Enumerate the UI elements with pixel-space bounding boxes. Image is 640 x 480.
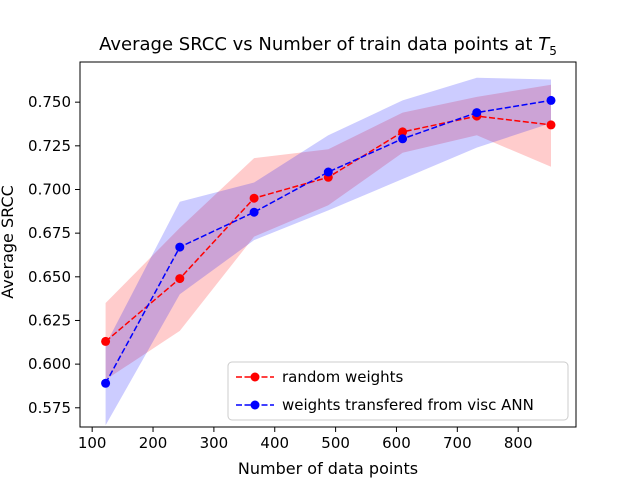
axes: 100 200 300 400 500 600 700 800 0.575 0.600 0.625 0… [28, 61, 577, 452]
series-0-point [101, 336, 111, 346]
x-axis-label: Number of data points [238, 459, 418, 478]
series-0-point [398, 127, 408, 137]
legend-label-1: weights transfered from visc ANN [282, 396, 534, 414]
x-tick-label: 700 [443, 434, 472, 452]
plot-area [101, 77, 556, 426]
legend-label-0: random weights [282, 368, 404, 386]
series-0-point [546, 120, 556, 130]
y-tick-label: 0.625 [28, 311, 71, 329]
series-1-band [105, 77, 551, 426]
legend-box [227, 361, 569, 421]
y-tick-label: 0.600 [28, 355, 71, 373]
y-tick-label: 0.650 [28, 268, 71, 286]
y-axis-label: Average SRCC [0, 185, 17, 299]
chart-title-math: T [538, 34, 551, 55]
y-tick-label: 0.575 [28, 399, 71, 417]
x-tick-label: 600 [382, 434, 411, 452]
series-0-band [105, 84, 551, 380]
chart-title: Average SRCC vs Number of train data poi… [99, 34, 557, 58]
x-tick-label: 200 [139, 434, 168, 452]
x-tick-label: 400 [260, 434, 289, 452]
series-0-point [175, 274, 185, 284]
x-tick-label: 300 [200, 434, 229, 452]
axes-frame [79, 61, 577, 428]
series-1-point [101, 378, 111, 388]
legend-marker-1 [250, 400, 260, 410]
x-tick-label: 100 [78, 434, 107, 452]
series-1-point [175, 242, 185, 252]
chart-title-text: Average SRCC vs Number of train data poi… [99, 34, 538, 55]
y-tick-label: 0.750 [28, 93, 71, 111]
chart-title-math-sub: 5 [549, 44, 557, 58]
series-1-point [249, 207, 259, 217]
series-1-point [398, 134, 408, 144]
series-0-point [249, 193, 259, 203]
series-1-point [546, 95, 556, 105]
series-1-point [472, 108, 482, 118]
legend: random weights weights transfered from vi… [227, 361, 569, 421]
legend-marker-0 [250, 372, 260, 382]
y-tick-label: 0.675 [28, 224, 71, 242]
y-tick-label: 0.725 [28, 137, 71, 155]
series-1-point [323, 167, 333, 177]
x-tick-label: 800 [504, 434, 533, 452]
x-tick-label: 500 [321, 434, 350, 452]
y-tick-label: 0.700 [28, 180, 71, 198]
